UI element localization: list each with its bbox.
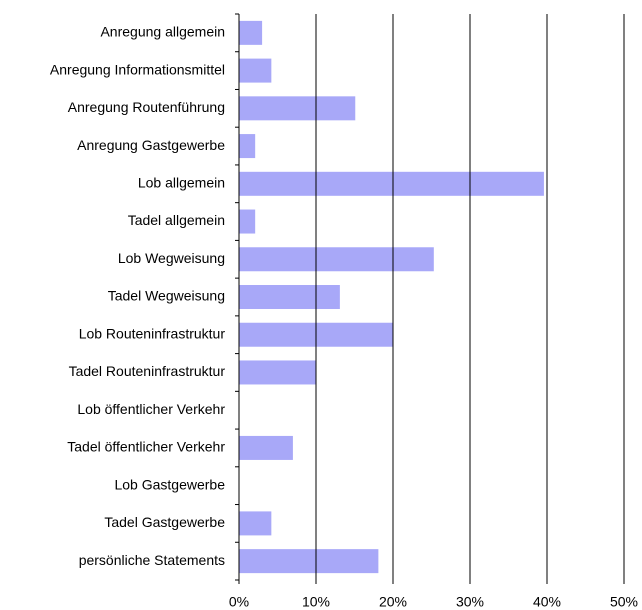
y-tick-label: Tadel öffentlicher Verkehr [67,439,225,455]
x-tick-label: 20% [379,594,407,610]
bar [239,209,256,234]
bar [239,285,340,309]
y-tick-label: Tadel Routeninfrastruktur [69,363,226,379]
bar [239,171,544,196]
y-tick-label: Lob Gastgewerbe [114,476,225,492]
x-tick-label: 50% [610,594,638,610]
y-tick-label: Lob Wegweisung [118,250,225,266]
bar [239,134,256,159]
y-tick-label: Tadel Wegweisung [108,288,225,304]
x-tick-label: 0% [229,594,249,610]
y-tick-label: Anregung Informationsmittel [50,61,225,77]
y-tick-label: Tadel allgemein [128,212,225,228]
y-tick-label: Anregung allgemein [100,24,225,40]
bar [239,247,434,272]
y-tick-label: persönliche Statements [79,552,225,568]
y-tick-label: Lob öffentlicher Verkehr [77,401,225,417]
bar [239,20,263,45]
y-tick-label: Anregung Routenführung [68,99,225,115]
bar [239,96,356,121]
y-tick-label: Anregung Gastgewerbe [77,137,225,153]
x-tick-label: 40% [533,594,561,610]
x-tick-label: 10% [302,594,330,610]
bar [239,360,316,385]
bar [239,435,293,460]
bar [239,549,379,574]
y-tick-label: Lob Routeninfrastruktur [79,325,226,341]
y-tick-label: Tadel Gastgewerbe [104,514,225,530]
bar [239,511,272,536]
y-tick-label: Lob allgemein [138,175,225,191]
x-tick-label: 30% [456,594,484,610]
bar [239,58,272,83]
